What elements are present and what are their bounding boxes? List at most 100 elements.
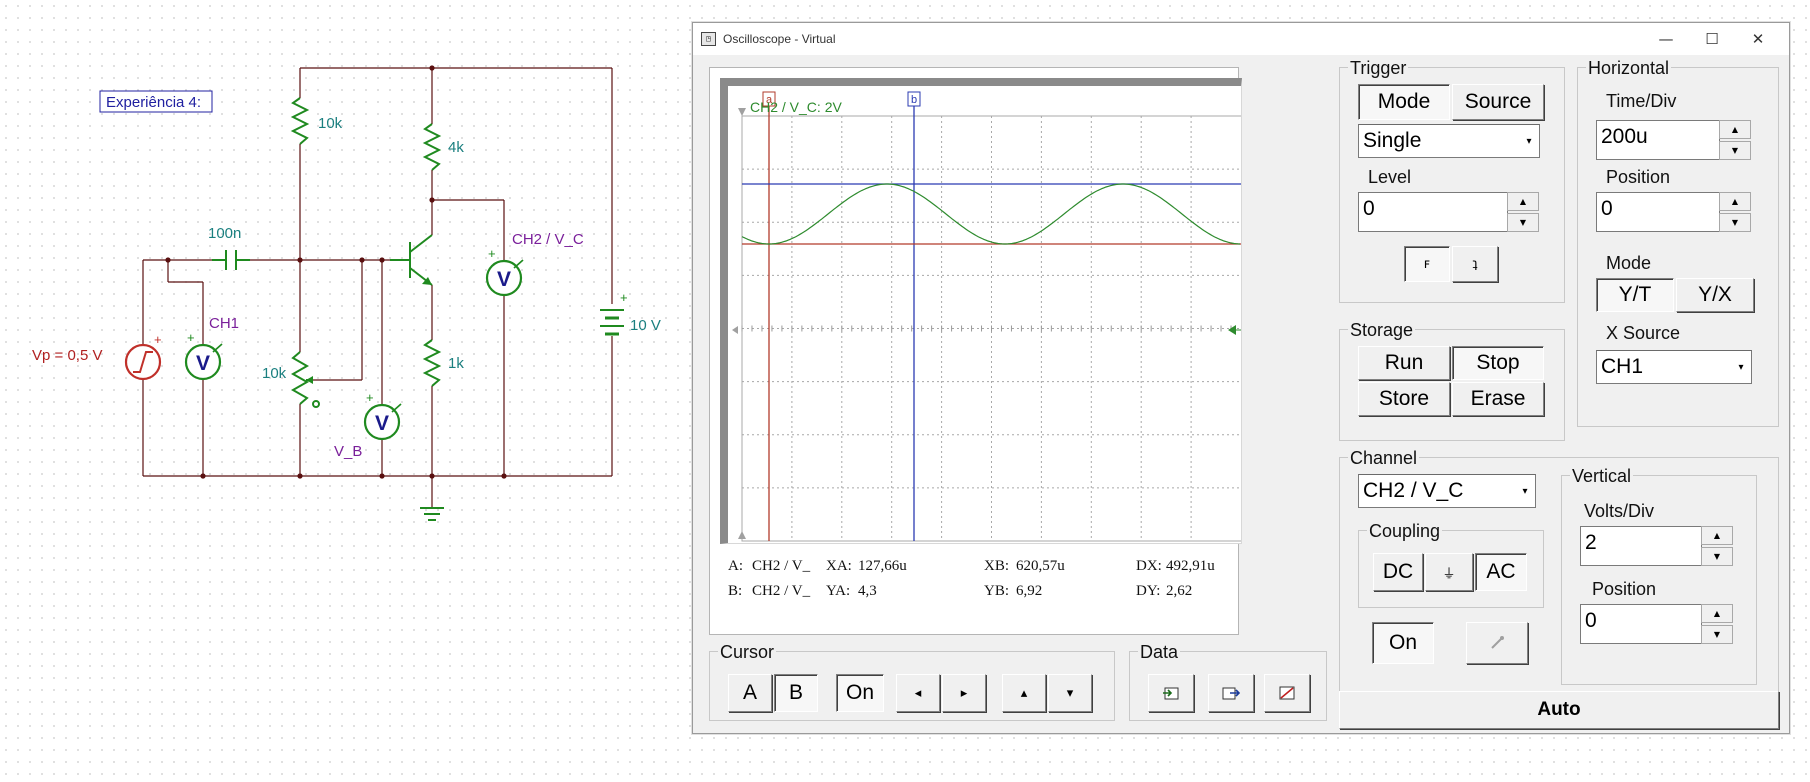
ground-marker[interactable] — [1228, 325, 1236, 335]
channel-value: CH2 / V_C — [1363, 479, 1464, 502]
chevron-down-icon: ▾ — [1526, 135, 1532, 147]
probe-button[interactable] — [1466, 622, 1528, 664]
storage-group: Storage Run Stop Store Erase — [1339, 321, 1565, 441]
horizontal-position-up-button[interactable]: ▲ — [1719, 192, 1751, 211]
svg-text:+: + — [488, 246, 496, 261]
yx-mode-button[interactable]: Y/X — [1676, 278, 1754, 312]
close-button[interactable]: ✕ — [1751, 30, 1765, 48]
trigger-mode-button[interactable]: Mode — [1358, 84, 1450, 120]
cursor-left-button[interactable]: ◂ — [896, 674, 940, 712]
window-title: Oscilloscope - Virtual — [723, 32, 836, 46]
ac-coupling-button[interactable]: AC — [1475, 553, 1527, 591]
vertical-position-down-button[interactable]: ▼ — [1701, 625, 1733, 644]
clear-button[interactable] — [1264, 674, 1310, 712]
yt-mode-button[interactable]: Y/T — [1596, 278, 1674, 312]
horizontal-group-title: Horizontal — [1586, 58, 1672, 78]
import-icon — [1163, 687, 1179, 700]
readout-ya-label: YA: — [826, 583, 851, 599]
meter-vb-label: V_B — [334, 443, 362, 460]
vertical-group-title: Vertical — [1570, 466, 1634, 486]
readout-a-label: A: — [728, 558, 743, 574]
cursor-group-title: Cursor — [718, 642, 777, 662]
horizontal-mode-label: Mode — [1606, 253, 1652, 273]
x-source-select[interactable]: CH1 ▾ — [1596, 350, 1752, 384]
cursor-up-button[interactable]: ▴ — [1002, 674, 1046, 712]
volts-div-down-button[interactable]: ▼ — [1701, 547, 1733, 566]
trigger-level-input[interactable]: 0 ▲ ▼ — [1358, 192, 1539, 232]
time-div-down-button[interactable]: ▼ — [1719, 141, 1751, 160]
trigger-mode-select[interactable]: Single ▾ — [1358, 124, 1540, 158]
dc-coupling-button[interactable]: DC — [1373, 553, 1423, 591]
r-emitter-label: 1k — [448, 355, 464, 372]
cursor-b-button[interactable]: B — [774, 674, 818, 712]
readout-dy-label: DY: — [1136, 583, 1161, 599]
readout-xa-label: XA: — [826, 558, 852, 574]
vertical-position-up-button[interactable]: ▲ — [1701, 604, 1733, 623]
svg-text:V: V — [196, 352, 210, 375]
stop-button[interactable]: Stop — [1452, 346, 1544, 380]
volts-div-input[interactable]: 2 ▲ ▼ — [1580, 526, 1733, 566]
cursor-b-flag[interactable]: b — [911, 94, 917, 106]
readout-yb: 6,92 — [1016, 583, 1043, 599]
vertical-position-input[interactable]: 0 ▲ ▼ — [1580, 604, 1733, 644]
auto-button[interactable]: Auto — [1339, 691, 1779, 729]
trigger-level-value: 0 — [1363, 197, 1375, 220]
voltmeter-vb[interactable]: V + — [363, 390, 402, 441]
probe-icon — [1491, 636, 1504, 649]
export-button[interactable] — [1208, 674, 1254, 712]
trigger-falling-edge-button[interactable]: ʇ — [1452, 246, 1498, 282]
minimize-button[interactable]: — — [1658, 30, 1674, 48]
horizontal-position-input[interactable]: 0 ▲ ▼ — [1596, 192, 1751, 232]
erase-button[interactable]: Erase — [1452, 382, 1544, 416]
waveform-display: a b CH2 / V_C: 2V — [732, 91, 1241, 542]
voltmeter-ch1[interactable]: V + — [184, 330, 223, 381]
readout-b-label: B: — [728, 583, 743, 599]
volts-div-up-button[interactable]: ▲ — [1701, 526, 1733, 545]
maximize-button[interactable]: ☐ — [1705, 30, 1719, 48]
trigger-level-up-button[interactable]: ▲ — [1507, 192, 1539, 211]
svg-text:+: + — [366, 390, 374, 405]
readout-b-channel: CH2 / V_ — [752, 583, 811, 599]
r-pot-label: 10k — [262, 365, 287, 382]
readout-dx: 492,91u — [1166, 558, 1215, 574]
experiment-label: Experiência 4: — [106, 94, 201, 111]
gnd-coupling-button[interactable]: ⏚ — [1425, 553, 1473, 591]
title-bar[interactable]: ◳ Oscilloscope - Virtual — ☐ ✕ — [693, 23, 1789, 55]
meter-ch1-label: CH1 — [209, 315, 239, 332]
cursor-a-flag[interactable]: a — [766, 94, 773, 106]
readout-ya: 4,3 — [858, 583, 877, 599]
import-button[interactable] — [1148, 674, 1194, 712]
data-group-title: Data — [1138, 642, 1181, 662]
cursor-right-button[interactable]: ▸ — [942, 674, 986, 712]
cursor-group: Cursor A B On ◂ ▸ ▴ ▾ — [709, 643, 1115, 721]
time-div-up-button[interactable]: ▲ — [1719, 120, 1751, 139]
run-button[interactable]: Run — [1358, 346, 1450, 380]
svg-text:V: V — [497, 268, 511, 291]
voltmeter-vc[interactable]: V + — [485, 246, 524, 297]
export-icon — [1222, 687, 1240, 700]
trigger-mode-value: Single — [1363, 129, 1422, 152]
x-source-label: X Source — [1606, 323, 1681, 343]
cursor-down-button[interactable]: ▾ — [1048, 674, 1092, 712]
cursor-a-button[interactable]: A — [728, 674, 772, 712]
cursor-on-button[interactable]: On — [836, 674, 884, 712]
chevron-down-icon: ▾ — [1522, 485, 1528, 497]
trigger-source-button[interactable]: Source — [1452, 84, 1544, 120]
source-plus: + — [154, 332, 162, 347]
channel-select[interactable]: CH2 / V_C ▾ — [1358, 474, 1536, 508]
source-label: Vp = 0,5 V — [32, 347, 102, 364]
readout-xa: 127,66u — [858, 558, 907, 574]
r-top-label: 10k — [318, 115, 343, 132]
time-div-input[interactable]: 200u ▲ ▼ — [1596, 120, 1751, 160]
battery-label: 10 V — [630, 317, 661, 334]
store-button[interactable]: Store — [1358, 382, 1450, 416]
coupling-group-title: Coupling — [1367, 521, 1443, 541]
oscilloscope-screen[interactable]: a b CH2 / V_C: 2V — [720, 78, 1242, 544]
channel-on-button[interactable]: On — [1372, 622, 1434, 664]
trigger-rising-edge-button[interactable]: ꜰ — [1404, 246, 1450, 282]
horizontal-position-down-button[interactable]: ▼ — [1719, 213, 1751, 232]
horizontal-position-label: Position — [1606, 167, 1671, 187]
channel-group: Channel CH2 / V_C ▾ Coupling DC ⏚ AC On — [1339, 449, 1779, 699]
trigger-level-down-button[interactable]: ▼ — [1507, 213, 1539, 232]
oscilloscope-icon: ◳ — [701, 32, 716, 46]
